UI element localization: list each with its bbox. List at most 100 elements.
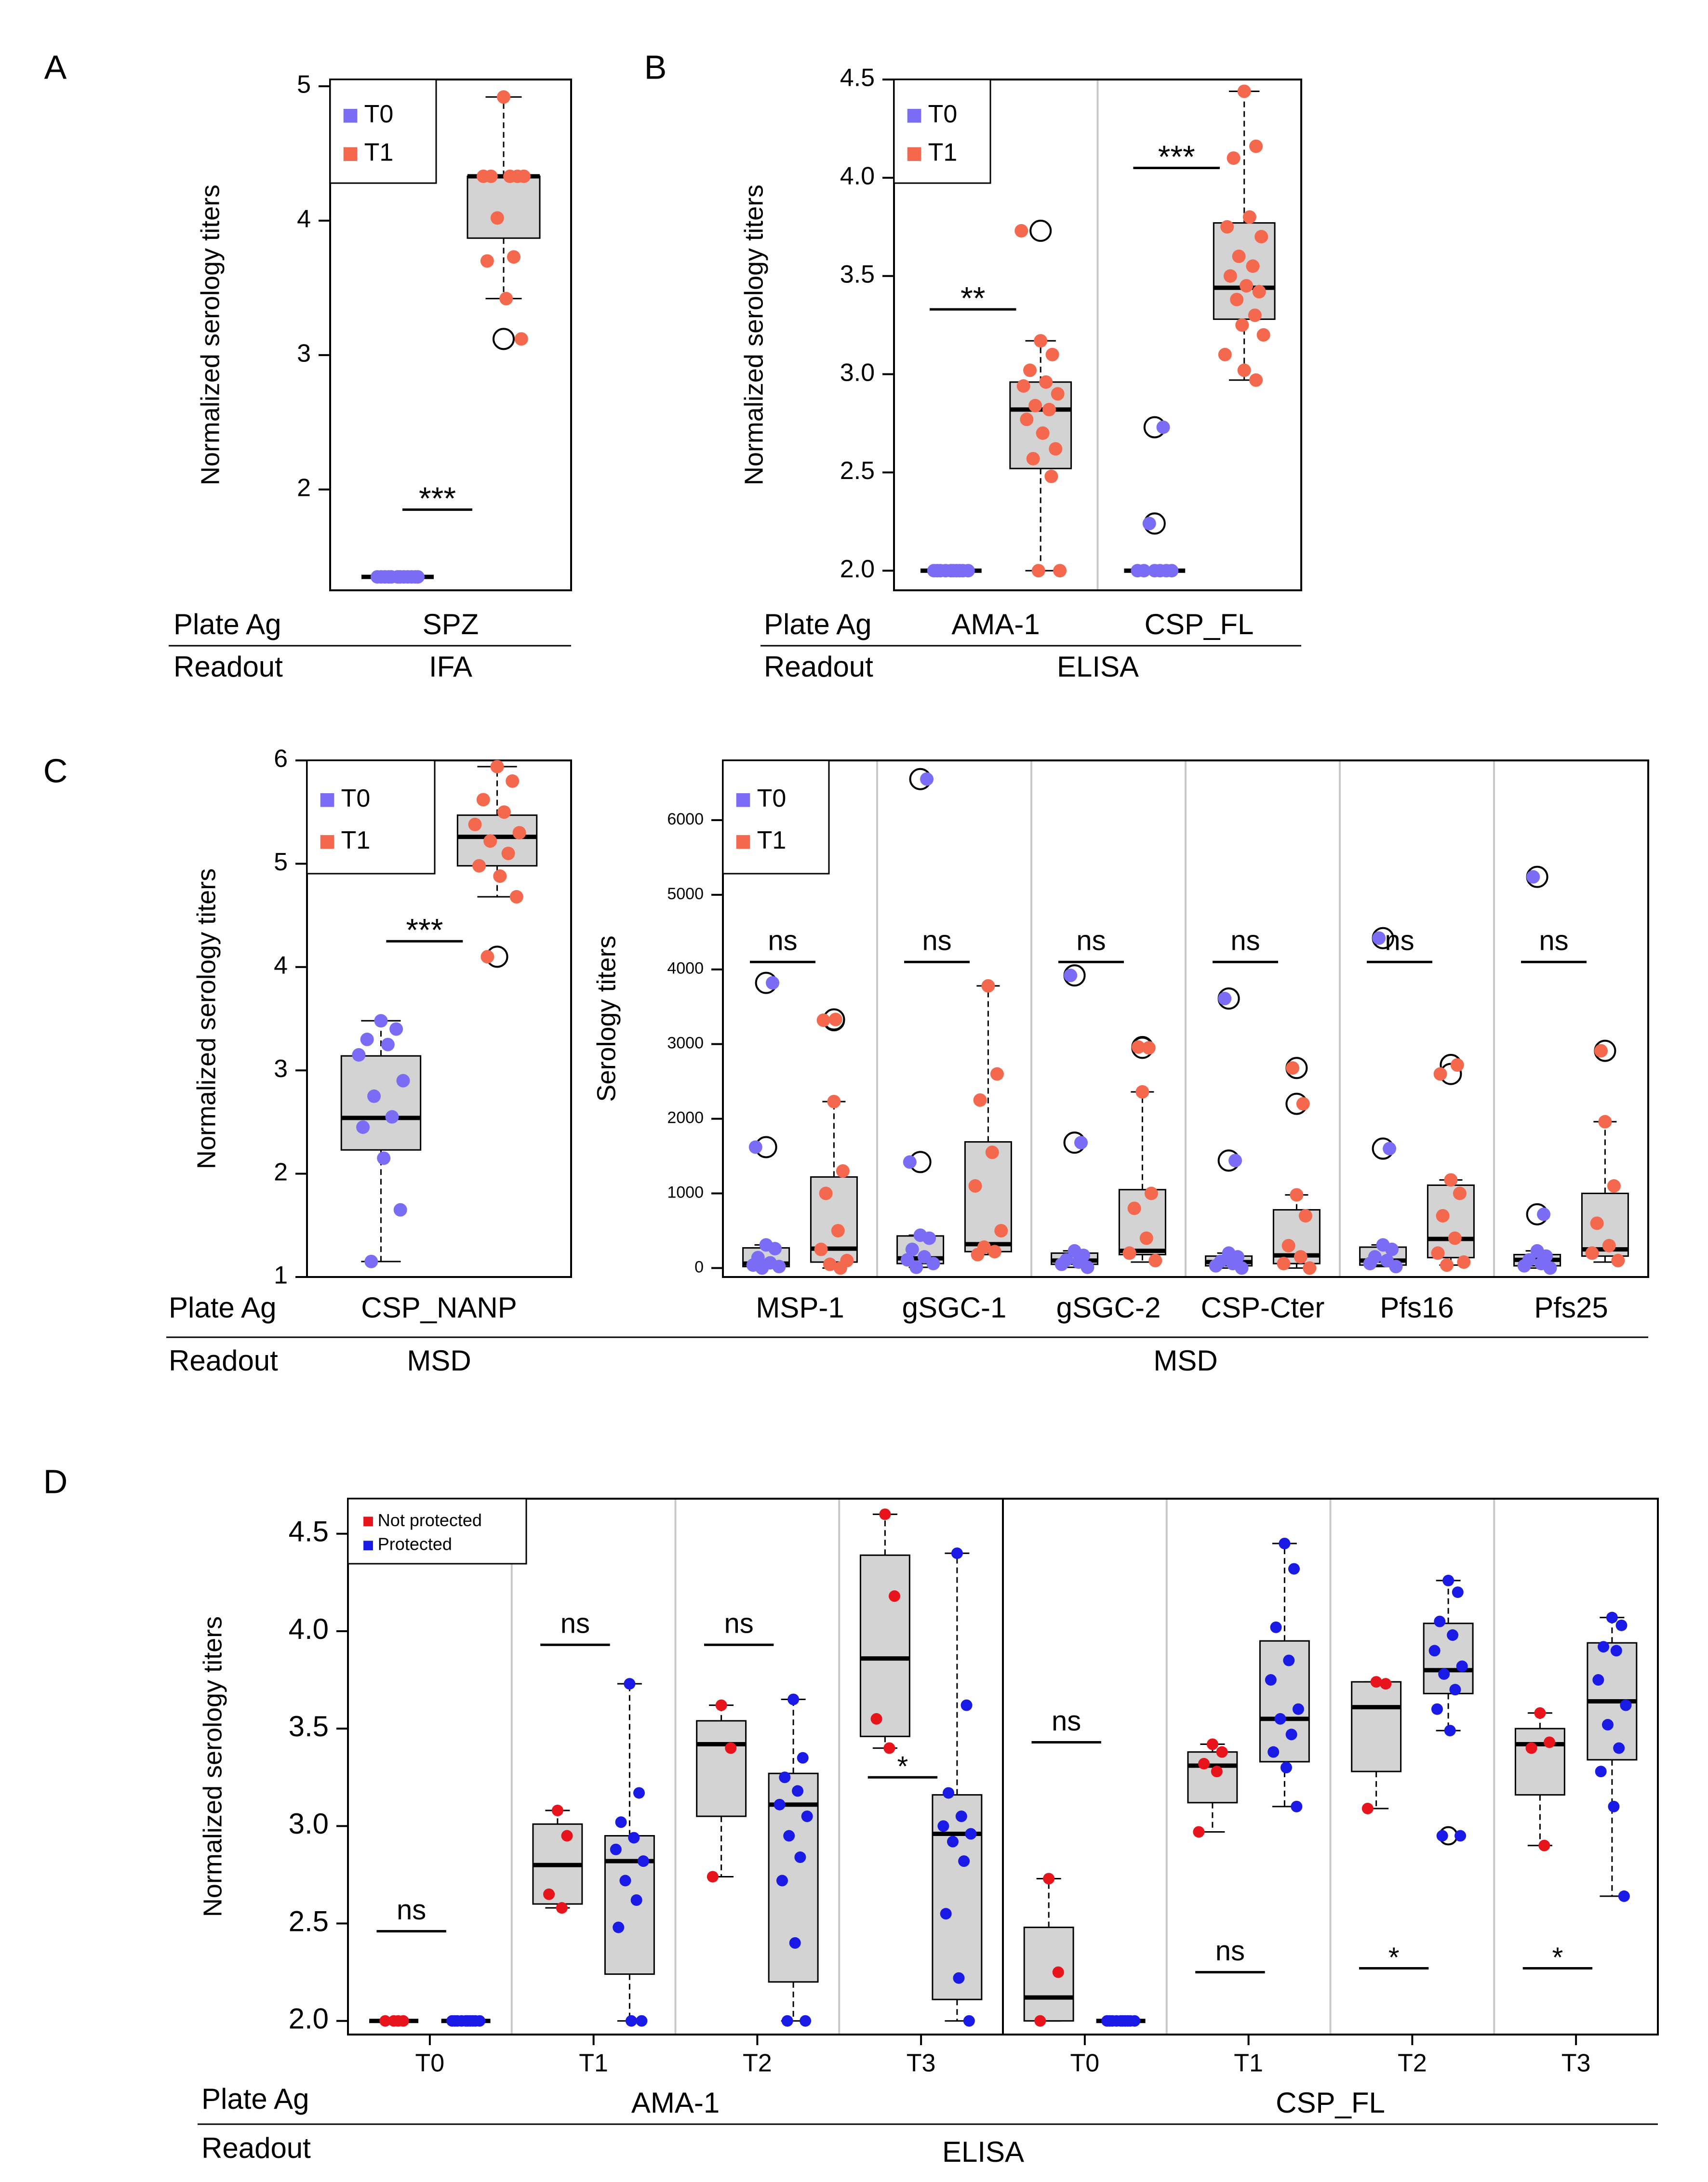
data-point — [879, 1508, 891, 1520]
plate-ag-label: Pfs16 — [1380, 1291, 1454, 1324]
data-point — [828, 1012, 842, 1026]
data-point — [836, 1164, 850, 1178]
data-point — [1537, 1207, 1551, 1221]
box-t1-0 — [467, 90, 541, 350]
data-point — [779, 1771, 791, 1783]
data-point — [958, 1855, 970, 1867]
data-point — [1023, 363, 1037, 377]
data-point — [1148, 1253, 1162, 1267]
row-label-plate-ag: Plate Ag — [201, 2083, 309, 2115]
data-point — [707, 1871, 719, 1883]
data-point — [1595, 1766, 1607, 1778]
data-point — [468, 817, 482, 831]
readout-label: MSD — [407, 1344, 471, 1377]
iqr-box — [1423, 1623, 1474, 1694]
data-point — [1431, 1703, 1443, 1715]
iqr-box — [1514, 1728, 1565, 1796]
data-point — [819, 1186, 833, 1200]
y-axis-label: Normalized serology titers — [198, 1616, 227, 1917]
box-t0-4 — [1359, 927, 1407, 1274]
data-point — [543, 1888, 555, 1900]
data-point — [1292, 1703, 1304, 1715]
data-point — [514, 332, 528, 346]
data-point — [367, 1089, 381, 1103]
legend-swatch — [736, 835, 750, 849]
data-point — [499, 292, 513, 306]
data-point — [1592, 1674, 1604, 1686]
data-point — [797, 1752, 809, 1764]
data-point — [1237, 84, 1251, 98]
legend-box — [722, 759, 830, 875]
data-point — [994, 1224, 1008, 1237]
plate-ag-label: CSP-Cter — [1201, 1291, 1325, 1324]
box-not-protected-2 — [696, 1699, 747, 1883]
y-tick-label: 4.5 — [289, 1516, 329, 1548]
data-point — [926, 1257, 940, 1271]
data-point — [1052, 1966, 1064, 1978]
y-tick-label: 5000 — [667, 885, 704, 903]
data-point — [1156, 420, 1170, 434]
data-point — [1127, 1201, 1141, 1215]
data-point — [971, 1248, 985, 1262]
legend-box — [306, 759, 436, 875]
data-point — [1042, 402, 1056, 416]
data-point — [1442, 1574, 1454, 1586]
data-point — [1031, 564, 1045, 578]
outlier-marker — [1029, 219, 1052, 242]
plate-ag-label: SPZ — [423, 608, 479, 640]
box-t1-4 — [1427, 1054, 1475, 1272]
data-point — [816, 1013, 830, 1027]
y-tick-label: 0 — [694, 1258, 704, 1276]
box-t0-0 — [742, 971, 790, 1275]
data-point — [1265, 1674, 1277, 1686]
data-point — [1291, 1800, 1303, 1812]
data-point — [1606, 1611, 1618, 1623]
legend-label: T1 — [341, 826, 371, 854]
data-point — [1538, 1839, 1550, 1851]
row-label-readout: Readout — [764, 651, 873, 683]
data-point — [630, 1894, 642, 1906]
box-protected-6 — [1423, 1574, 1474, 1846]
y-tick-label: 5 — [297, 71, 311, 99]
data-point — [1444, 1173, 1458, 1187]
data-point — [1453, 1186, 1467, 1200]
data-point — [1216, 1746, 1228, 1758]
significance-annotation: ns — [704, 1608, 774, 1646]
data-point — [472, 859, 486, 873]
y-tick-label: 1000 — [667, 1183, 704, 1201]
data-point — [377, 1151, 391, 1165]
data-point — [1543, 1261, 1557, 1275]
data-point — [870, 1713, 882, 1725]
legend-label: T0 — [757, 785, 787, 812]
plate-ag-label: AMA-1 — [631, 2087, 720, 2119]
y-tick-label: 6 — [274, 745, 288, 773]
data-point — [922, 1231, 936, 1245]
panel-label-b: B — [644, 48, 667, 86]
box-not-protected-5 — [1187, 1738, 1238, 1838]
data-point — [953, 1972, 965, 1984]
data-point — [1370, 1676, 1382, 1688]
box-protected-2 — [768, 1693, 819, 2027]
significance-annotation: *** — [386, 912, 463, 948]
data-point — [961, 1699, 973, 1711]
significance-label: ns — [768, 925, 797, 957]
y-tick-label: 3.0 — [289, 1808, 329, 1840]
chart-c-right: 0 1000 2000 3000 4000 5000 6000 Serology titers… — [592, 759, 1649, 1278]
legend-label: Not protected — [378, 1510, 482, 1530]
data-point — [1122, 1246, 1136, 1260]
data-point — [1256, 328, 1270, 342]
iqr-box — [1351, 1681, 1402, 1772]
data-point — [1227, 151, 1241, 165]
data-point — [1270, 1621, 1282, 1633]
data-point — [1615, 1619, 1628, 1631]
box-t1-1 — [964, 979, 1012, 1262]
plot-frame — [722, 759, 1649, 1278]
data-point — [1277, 1257, 1291, 1271]
y-tick-label: 3 — [297, 340, 311, 368]
data-point — [1020, 412, 1034, 426]
row-label-plate-ag: Plate Ag — [169, 1291, 277, 1324]
data-point — [1448, 1231, 1462, 1245]
